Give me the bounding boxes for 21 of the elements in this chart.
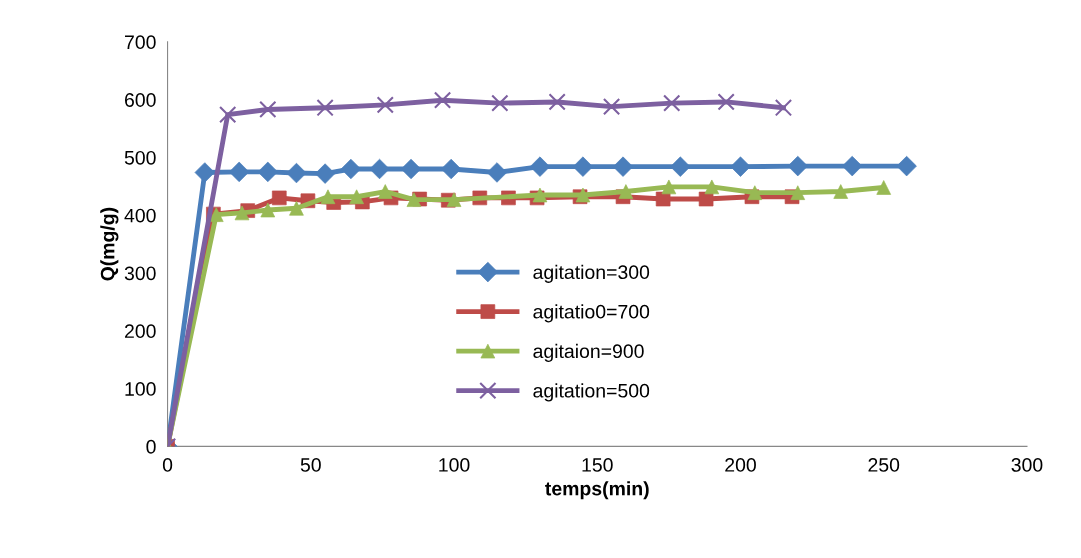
x-tick-label: 200 xyxy=(725,458,756,472)
y-tick-label: 100 xyxy=(125,382,156,396)
x-tick-label: 100 xyxy=(439,458,470,472)
y-tick-label: 200 xyxy=(124,324,156,339)
y-tick-label: 0 xyxy=(146,439,156,454)
y-axis-title: Q(mg/g) xyxy=(100,207,119,281)
legend-label: agitation=300 xyxy=(533,264,650,283)
y-tick-label: 600 xyxy=(124,93,156,107)
x-tick-label: 150 xyxy=(582,458,613,472)
legend-label: agitatio0=700 xyxy=(533,304,650,323)
legend-label: agitaion=900 xyxy=(533,343,644,362)
x-tick-label: 0 xyxy=(162,458,173,472)
y-tick-label: 700 xyxy=(125,35,156,50)
x-tick-label: 300 xyxy=(1011,458,1043,472)
x-tick-label: 50 xyxy=(300,458,321,472)
x-axis-title: temps(min) xyxy=(545,481,649,500)
y-tick-label: 500 xyxy=(124,150,156,165)
y-tick-label: 400 xyxy=(124,208,156,223)
legend-label: agitation=500 xyxy=(533,383,650,402)
x-tick-label: 250 xyxy=(868,458,900,472)
y-tick-label: 300 xyxy=(124,266,156,281)
